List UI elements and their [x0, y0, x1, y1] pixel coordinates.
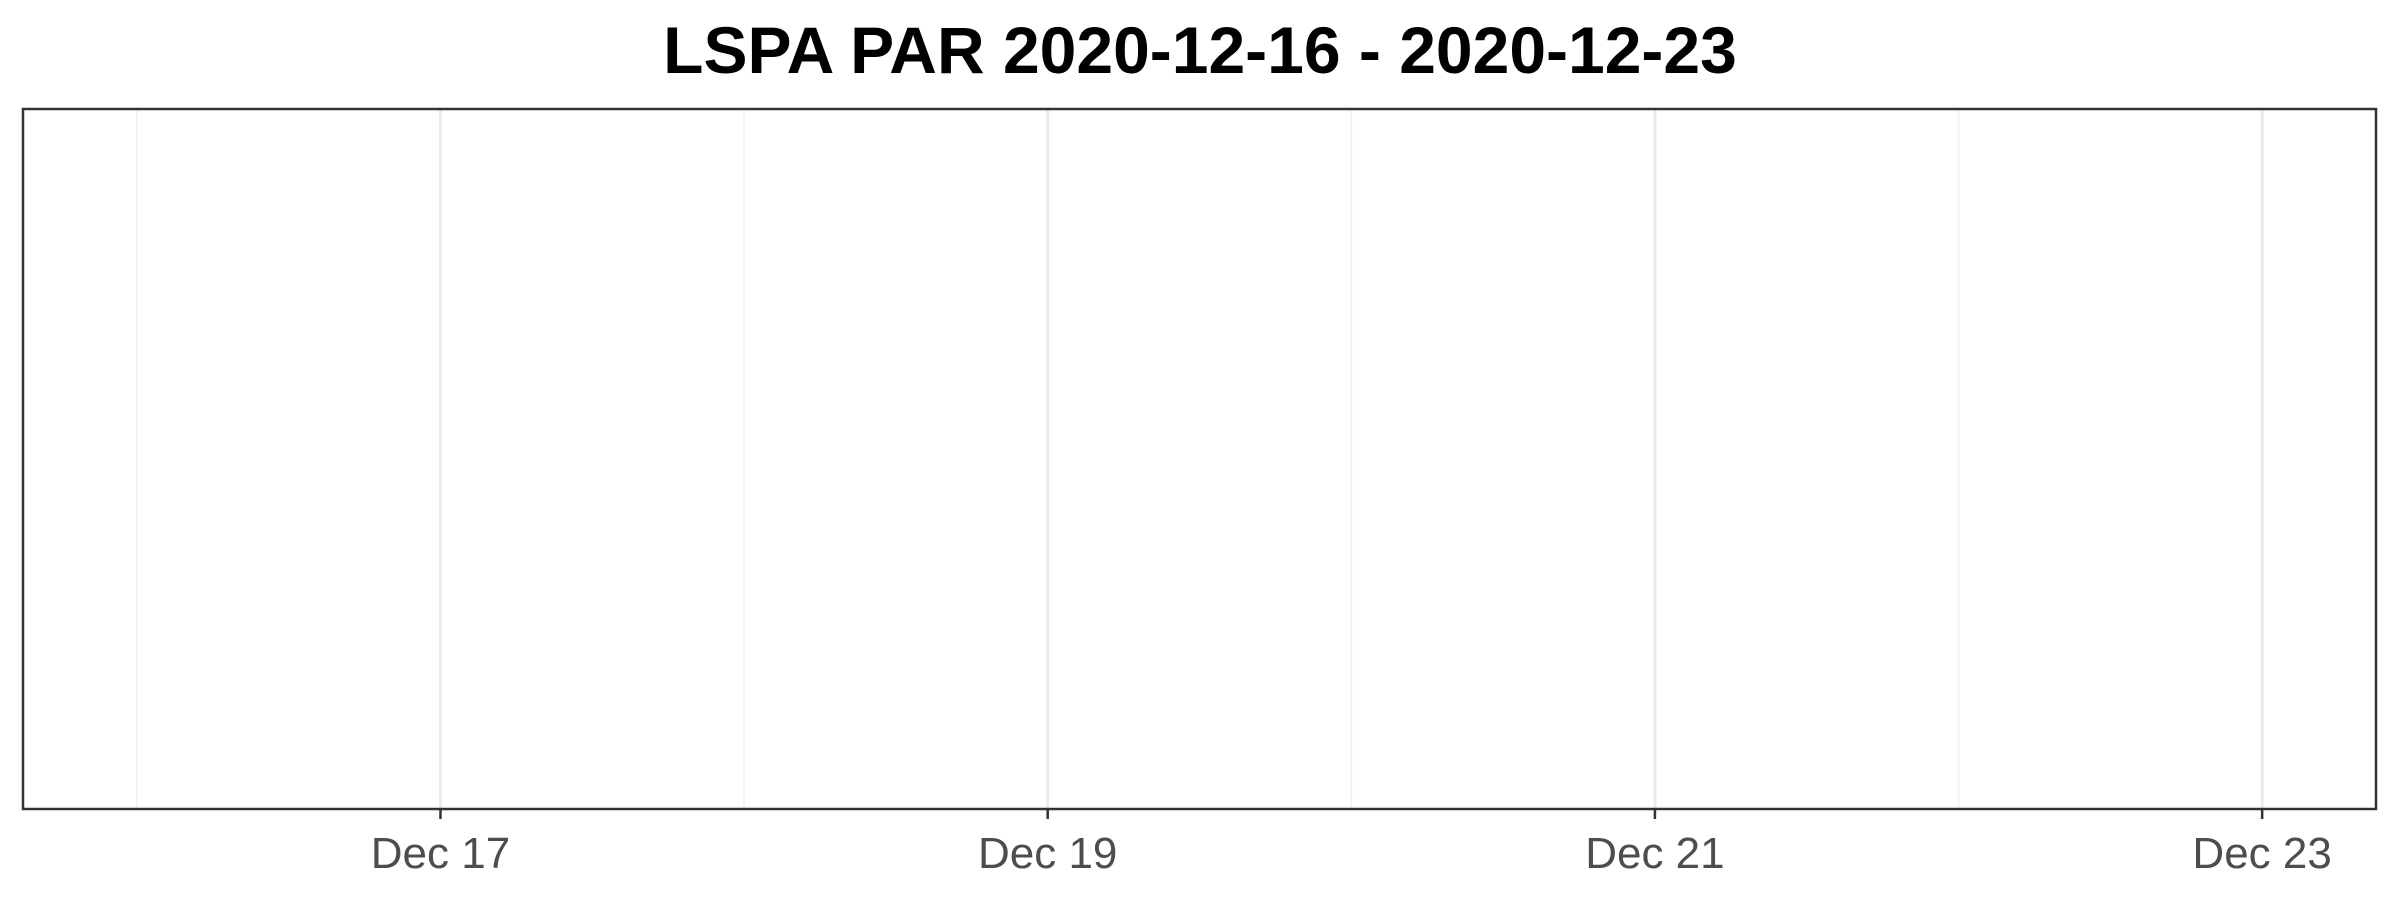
panel-border	[21, 107, 2378, 811]
x-tick-label: Dec 21	[1585, 829, 1724, 878]
chart-title: LSPA PAR 2020-12-16 - 2020-12-23	[663, 13, 1737, 87]
major-gridlines	[438, 109, 2264, 809]
x-axis-ticks	[439, 809, 2264, 819]
x-tick-label: Dec 19	[978, 829, 1117, 878]
minor-gridlines	[135, 109, 1960, 809]
x-tick-label: Dec 17	[371, 829, 510, 878]
x-tick-label: Dec 23	[2192, 829, 2331, 878]
x-axis-tick-labels: Dec 17 Dec 19 Dec 21 Dec 23	[371, 829, 2332, 878]
